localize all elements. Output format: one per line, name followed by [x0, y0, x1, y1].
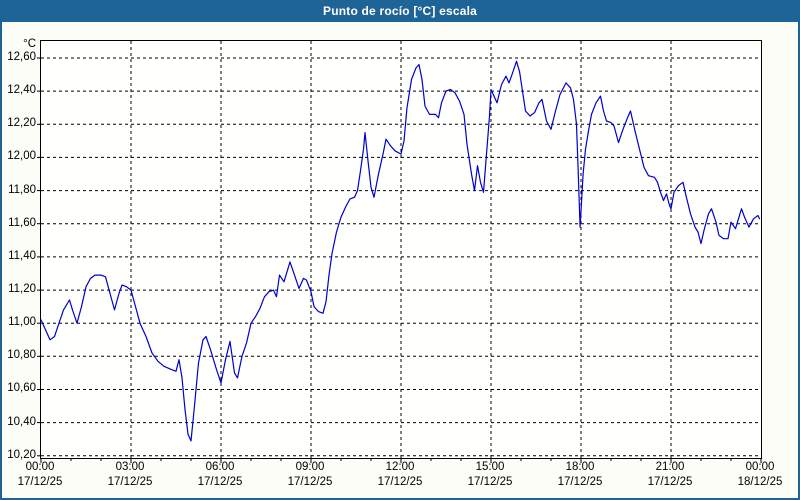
x-tick-label: 03:00 17/12/25 — [98, 460, 162, 490]
y-tick-label: 11,40 — [8, 250, 36, 262]
dew-point-line — [40, 60, 761, 442]
y-tick-label: 12,60 — [7, 51, 36, 63]
x-tick-time: 06:00 — [205, 461, 235, 473]
x-tick-date: 17/12/25 — [467, 476, 513, 488]
x-tick-time: 18:00 — [565, 461, 595, 473]
x-tick-date: 17/12/25 — [287, 476, 333, 488]
y-axis-unit-label: °C — [23, 38, 36, 50]
x-tick-time: 12:00 — [385, 461, 415, 473]
y-tick-label: 10,20 — [7, 449, 36, 461]
x-tick-time: 03:00 — [115, 461, 145, 473]
y-tick-label: 12,00 — [7, 150, 36, 162]
y-tick-label: 12,20 — [7, 117, 36, 129]
x-tick-date: 17/12/25 — [557, 476, 603, 488]
x-tick-label: 06:00 17/12/25 — [188, 460, 252, 490]
y-tick-label: 11,20 — [8, 283, 36, 295]
x-tick-label: 21:00 17/12/25 — [638, 460, 702, 490]
y-tick-label: 12,40 — [7, 84, 36, 96]
plot-svg — [37, 41, 762, 463]
x-tick-date: 18/12/25 — [737, 476, 783, 488]
y-tick-label: 11,80 — [8, 184, 36, 196]
x-tick-time: 21:00 — [655, 461, 685, 473]
x-tick-date: 17/12/25 — [377, 476, 423, 488]
window-title-bar: Punto de rocío [°C] escala — [2, 0, 798, 22]
x-tick-time: 09:00 — [295, 461, 325, 473]
x-tick-label: 00:00 17/12/25 — [8, 460, 72, 490]
x-tick-label: 00:00 18/12/25 — [728, 460, 792, 490]
x-tick-date: 17/12/25 — [107, 476, 153, 488]
x-tick-date: 17/12/25 — [647, 476, 693, 488]
x-tick-time: 00:00 — [25, 461, 55, 473]
y-tick-label: 11,60 — [8, 217, 36, 229]
x-tick-label: 18:00 17/12/25 — [548, 460, 612, 490]
y-tick-label: 11,00 — [8, 316, 36, 328]
x-tick-label: 12:00 17/12/25 — [368, 460, 432, 490]
window-title: Punto de rocío [°C] escala — [322, 4, 478, 18]
y-tick-label: 10,80 — [7, 349, 36, 361]
x-tick-time: 00:00 — [745, 461, 775, 473]
plot-area — [37, 40, 762, 463]
y-tick-label: 10,40 — [7, 416, 36, 428]
y-tick-label: 10,60 — [7, 382, 36, 394]
x-tick-time: 15:00 — [475, 461, 505, 473]
x-tick-date: 17/12/25 — [17, 476, 63, 488]
x-tick-date: 17/12/25 — [197, 476, 243, 488]
x-tick-label: 15:00 17/12/25 — [458, 460, 522, 490]
x-tick-label: 09:00 17/12/25 — [278, 460, 342, 490]
